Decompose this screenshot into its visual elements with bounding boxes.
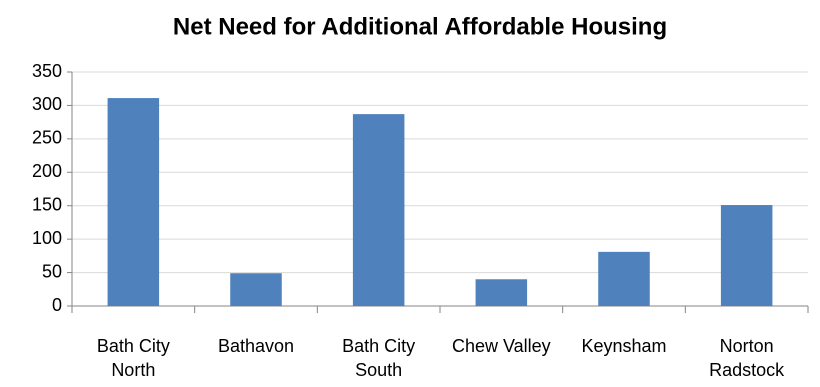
bar: [230, 273, 282, 306]
x-tick-label: Keynsham: [581, 336, 667, 356]
y-tick-label: 50: [42, 261, 62, 281]
bar: [475, 279, 528, 306]
x-tick-label: Bathavon: [217, 336, 295, 356]
bar: [107, 98, 160, 307]
x-tick-label: Chew Valley: [451, 336, 551, 356]
bar: [598, 251, 650, 306]
y-tick-label: 350: [32, 61, 62, 81]
y-tick-label: 300: [32, 94, 62, 114]
x-tick-label: Bath City North: [96, 336, 170, 380]
y-tick-label: 150: [32, 194, 62, 214]
y-tick-label: 200: [32, 161, 62, 181]
x-tick-label: Bath City South: [342, 336, 416, 380]
y-tick-label: 100: [32, 228, 62, 248]
bar: [720, 205, 773, 306]
y-tick-label: 250: [32, 128, 62, 148]
x-tick-label: Norton Radstock: [709, 336, 785, 380]
bar: [352, 114, 405, 307]
y-tick-label: 0: [52, 295, 62, 315]
chart-title: Net Need for Additional Affordable Housi…: [173, 13, 667, 40]
